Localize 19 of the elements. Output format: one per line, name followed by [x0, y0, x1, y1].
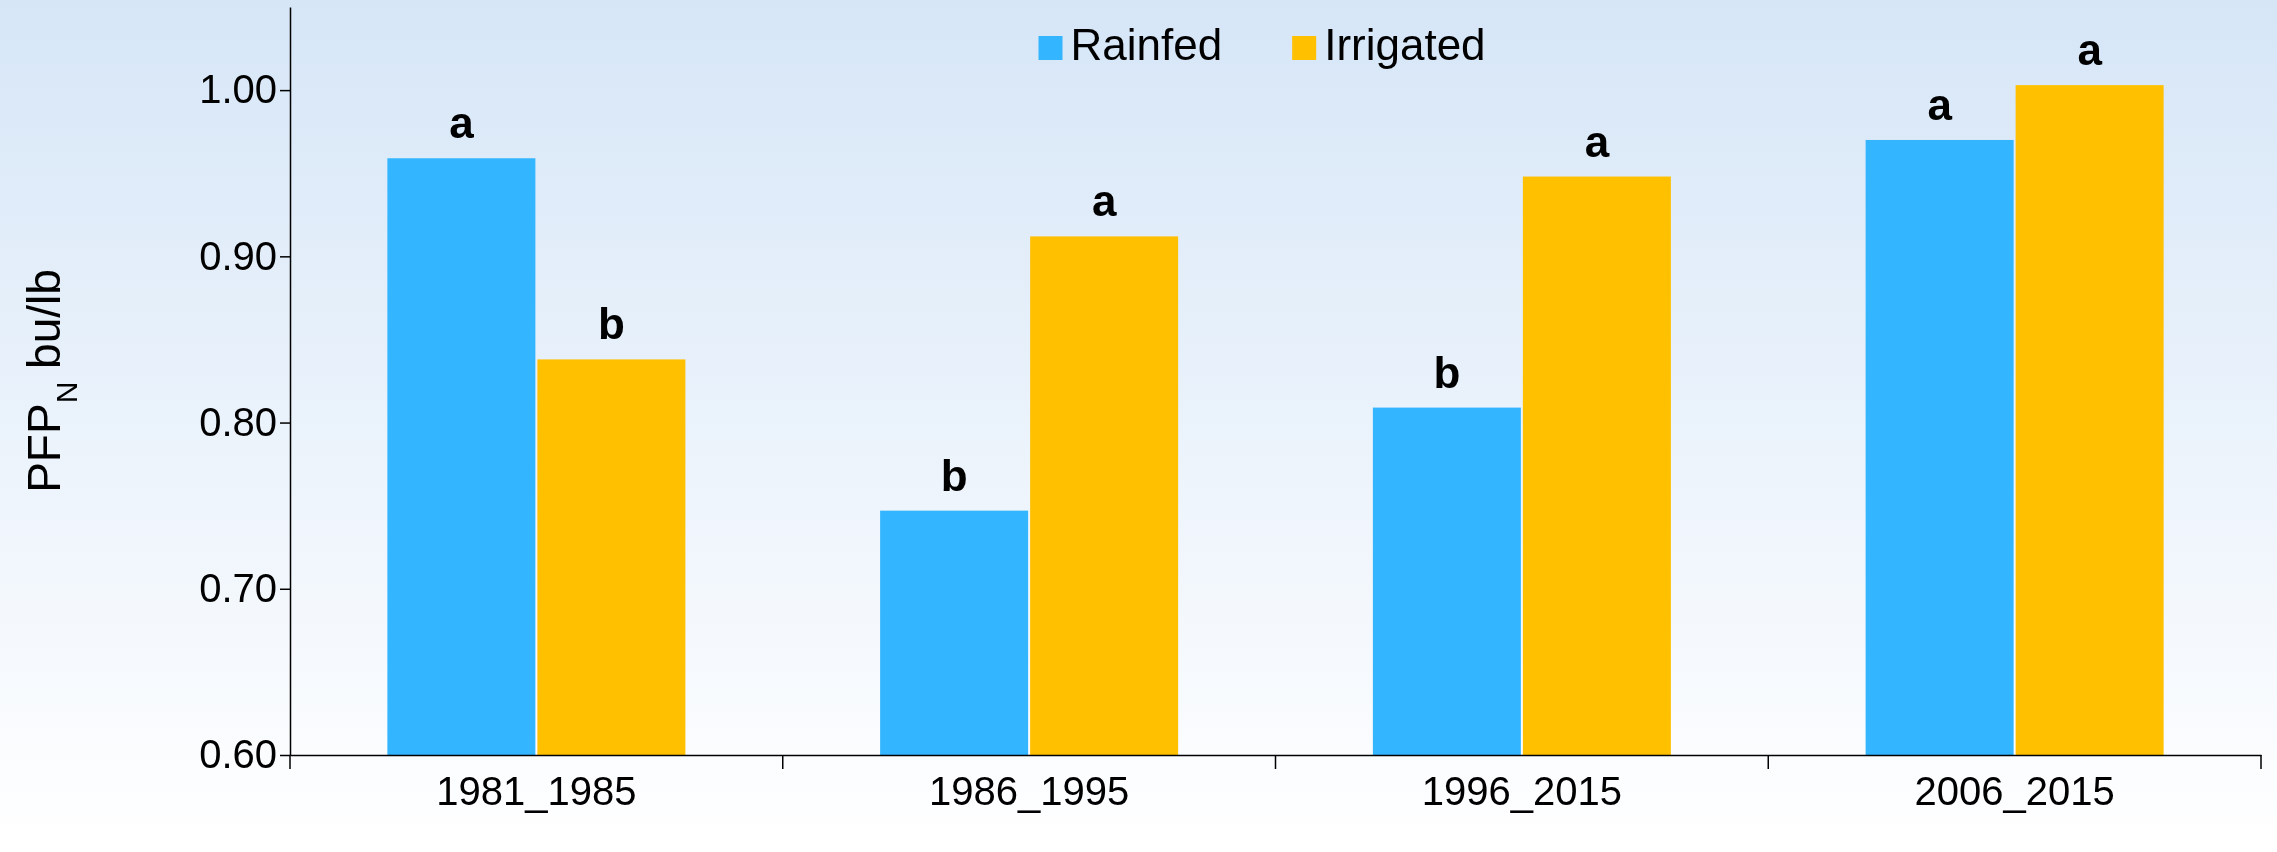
annotation: a: [1927, 79, 1953, 129]
y-tick-label: 0.90: [199, 233, 277, 278]
y-tick-label: 1.00: [199, 67, 277, 112]
legend-label: Rainfed: [1070, 20, 1223, 69]
x-tick-label: 2006_2015: [1914, 769, 2115, 814]
x-tick-label: 1996_2015: [1421, 769, 1622, 814]
y-tick-label: 0.70: [199, 566, 277, 611]
y-tick-label: 0.60: [199, 732, 277, 777]
annotation: a: [1584, 116, 1610, 166]
x-tick-label: 1986_1995: [929, 769, 1130, 814]
x-tick-label: 1981_1985: [436, 769, 637, 814]
annotation: a: [1091, 176, 1117, 226]
annotation: a: [2077, 25, 2103, 75]
annotation: b: [1433, 347, 1461, 397]
legend-label: Irrigated: [1324, 20, 1486, 69]
y-tick-label: 0.80: [199, 399, 277, 444]
annotation: a: [449, 98, 475, 148]
annotation: b: [940, 450, 968, 500]
annotation: b: [597, 299, 625, 349]
